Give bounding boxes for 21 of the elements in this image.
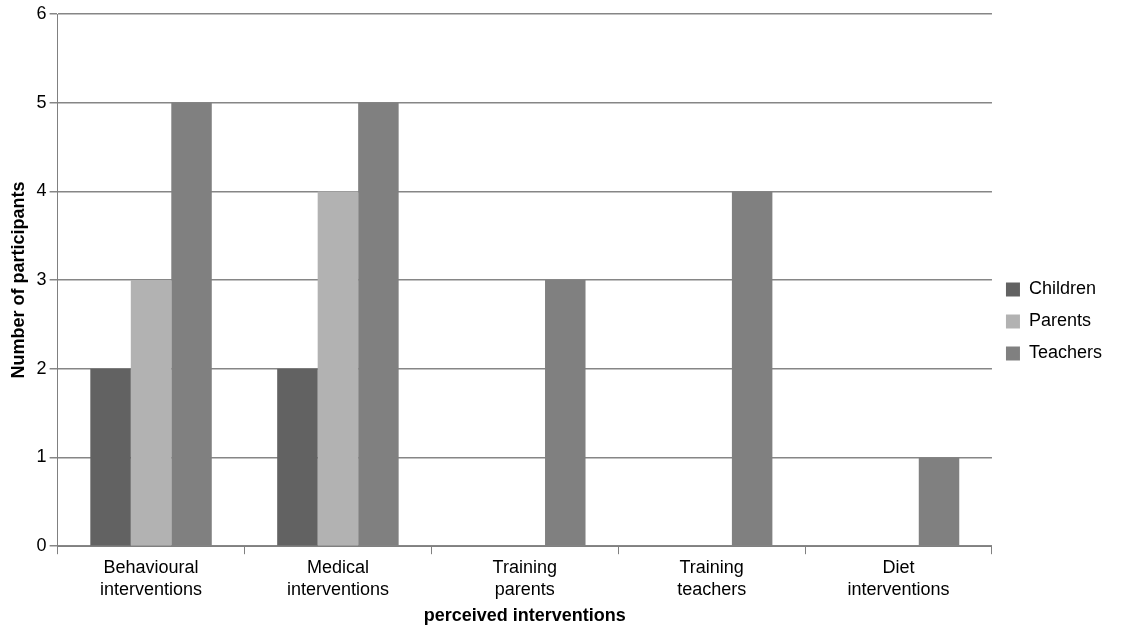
x-tick-label: Medical interventions bbox=[286, 556, 389, 599]
y-tick-label: 4 bbox=[36, 180, 47, 201]
legend-label: Parents bbox=[1028, 310, 1092, 331]
x-tick-label: Training parents bbox=[492, 556, 557, 599]
y-tick-label: 0 bbox=[36, 535, 47, 556]
y-tick-label: 3 bbox=[36, 269, 47, 290]
bar bbox=[90, 368, 131, 546]
y-tick-label: 2 bbox=[36, 357, 47, 378]
bar bbox=[317, 191, 359, 546]
x-tick-label: Training teachers bbox=[677, 556, 747, 599]
x-tick-label: Diet interventions bbox=[847, 556, 950, 599]
legend-label: Children bbox=[1028, 278, 1097, 299]
bar bbox=[277, 368, 318, 546]
y-tick-label: 6 bbox=[36, 2, 47, 23]
y-tick-label: 5 bbox=[36, 91, 47, 112]
y-axis-title: Number of participants bbox=[7, 181, 28, 379]
y-tick-label: 1 bbox=[36, 446, 47, 467]
x-tick-label: Behavioural interventions bbox=[100, 556, 203, 599]
legend-label: Teachers bbox=[1028, 342, 1103, 363]
x-axis-title: perceived interventions bbox=[423, 605, 626, 626]
bar bbox=[130, 280, 172, 546]
